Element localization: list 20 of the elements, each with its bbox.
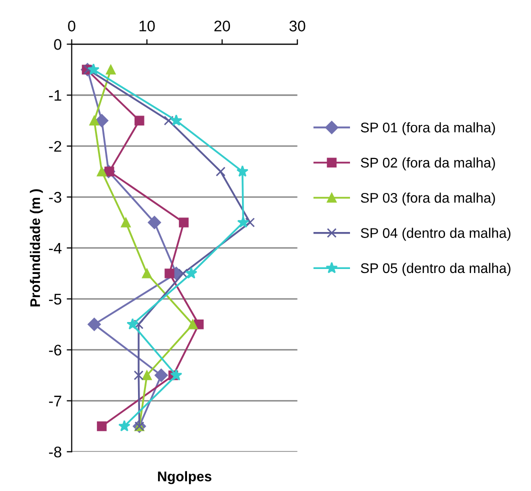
x-axis-title: Ngolpes: [158, 471, 212, 484]
y-axis-title: Profundidade (m ): [30, 189, 43, 306]
x-tick-label: 10: [140, 20, 155, 32]
y-tick-label: -5: [49, 294, 62, 305]
legend-label: SP 03 (fora da malha): [360, 192, 495, 206]
y-tick-label: -3: [49, 192, 62, 203]
legend-label: SP 02 (fora da malha): [360, 157, 495, 170]
y-tick-label: -6: [49, 344, 62, 356]
x-tick-label: 30: [289, 20, 306, 32]
legend-label: SP 05 (dentro da malha): [360, 262, 510, 276]
y-tick-label: -2: [49, 140, 62, 152]
y-tick-label: -4: [49, 242, 62, 254]
y-tick-label: -1: [49, 90, 62, 101]
x-tick-label: 20: [214, 20, 230, 32]
legend-label: SP 01 (fora da malha): [360, 122, 495, 136]
y-tick-label: -8: [49, 446, 62, 458]
legend-label: SP 04 (dentro da malha): [360, 228, 510, 241]
x-tick-label: 0: [68, 20, 76, 32]
y-tick-label: -7: [49, 396, 62, 406]
y-tick-label: 0: [54, 39, 62, 50]
